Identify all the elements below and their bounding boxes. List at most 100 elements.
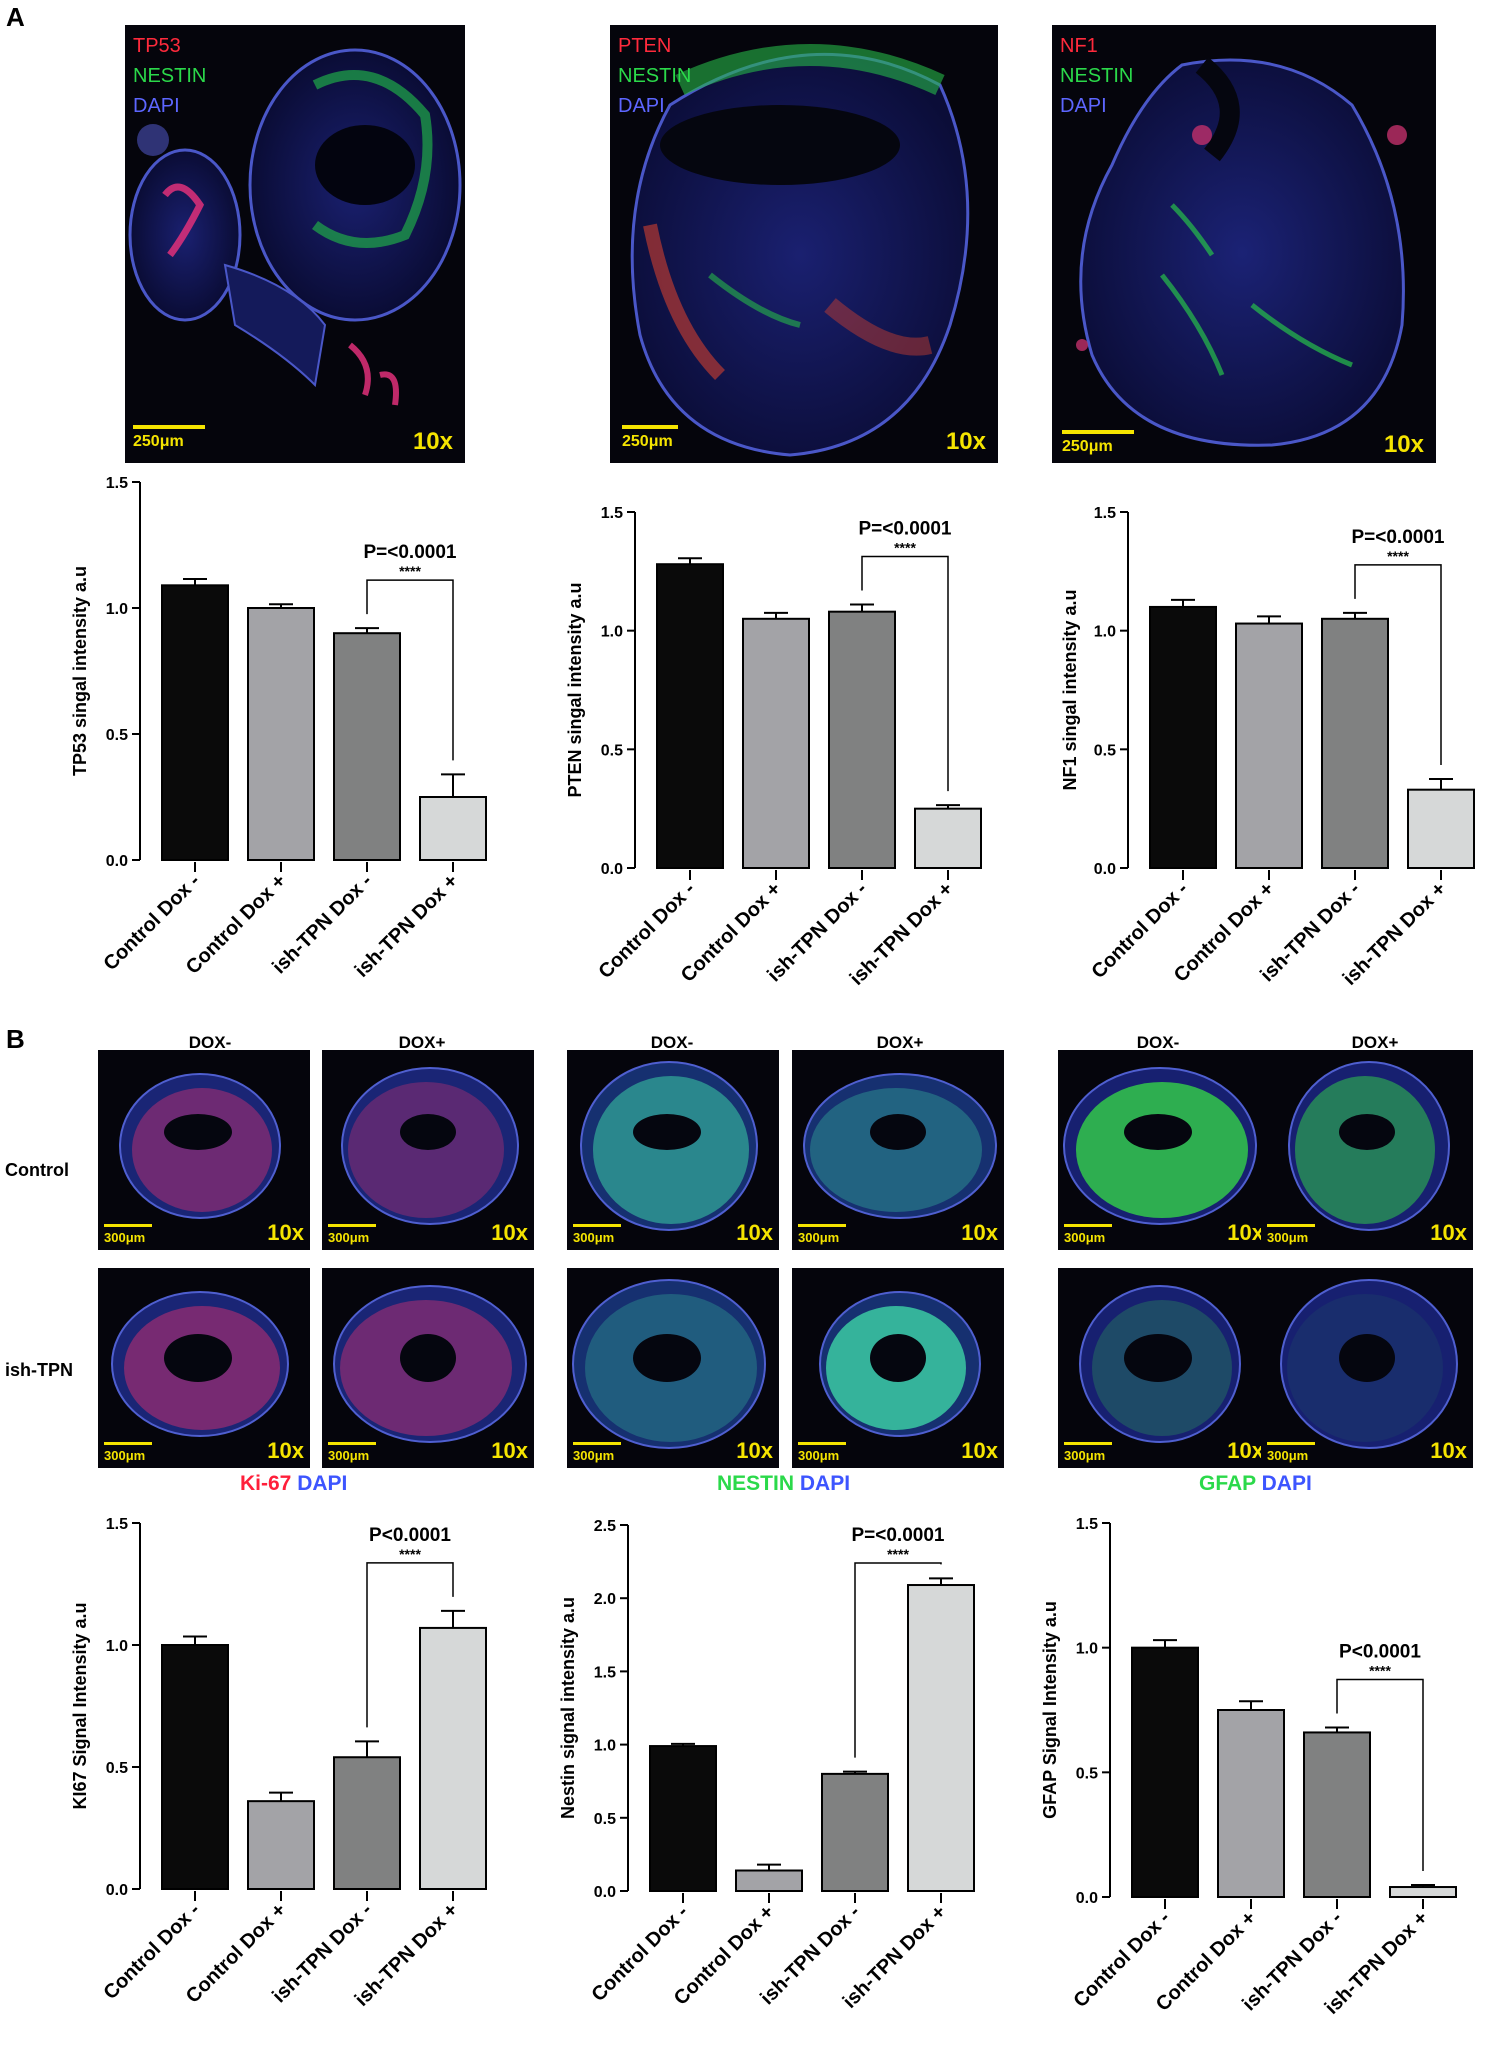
significance-stars: **** (894, 540, 916, 556)
y-tick-label: 1.0 (601, 624, 623, 641)
bar (1235, 622, 1303, 869)
channel-label-red: PTEN (618, 35, 672, 57)
significance-bracket (854, 1562, 942, 1758)
bar (1131, 1646, 1199, 1898)
y-tick-label: 2.5 (594, 1518, 616, 1535)
tissue-section (1079, 1285, 1241, 1443)
scale-bar-label: 250μm (1062, 438, 1113, 455)
scale-bar (104, 1224, 152, 1227)
micrograph: 300μm 10x (322, 1268, 534, 1468)
stain-legend-ki67: Ki-67 DAPI (240, 1472, 347, 1496)
bar (742, 617, 810, 869)
bar (656, 563, 724, 869)
scale-bar (104, 1442, 152, 1445)
magnification-label: 10x (412, 428, 453, 455)
scale-bar-label: 250μm (133, 433, 184, 450)
y-tick-label: 1.0 (1094, 624, 1116, 641)
significance-stars: **** (399, 563, 421, 579)
y-tick-label: 0.5 (106, 1760, 128, 1777)
micrograph-nf1: NF1 NESTIN DAPI 250μm 10x (1052, 25, 1436, 463)
bar (828, 610, 896, 869)
tissue-section (1288, 1061, 1450, 1231)
significance-bracket (366, 1562, 454, 1728)
significance-stars: **** (887, 1546, 909, 1562)
micrograph-tp53: TP53 NESTIN DAPI 250μm 10x (125, 25, 465, 463)
bar (1407, 788, 1475, 869)
magnification-label: 10x (961, 1220, 998, 1245)
bar (649, 1745, 717, 1892)
channel-label-red: NF1 (1060, 35, 1098, 57)
channel-label-blue: DAPI (618, 95, 665, 117)
tissue-section (572, 1279, 766, 1449)
magnification-label: 10x (267, 1220, 304, 1245)
scale-bar-label: 300μm (573, 1230, 615, 1245)
scale-bar (1267, 1224, 1315, 1227)
bar-chart-ki67: 0.0 0.5 1.0 1.5 KI67 Signal Intensity a.u Con… (60, 1505, 510, 2060)
bar (247, 1800, 315, 1890)
scale-bar (328, 1224, 376, 1227)
significance-bracket (861, 555, 949, 792)
y-tick-label: 0.5 (594, 1811, 616, 1828)
tissue-section (1076, 57, 1407, 447)
y-tick-label: 1.0 (106, 1638, 128, 1655)
bar (1389, 1886, 1457, 1899)
bar (333, 632, 401, 861)
magnification-label: 10x (1430, 1220, 1467, 1245)
scale-bar (798, 1224, 846, 1227)
panel-label-b: B (6, 1024, 25, 1054)
p-value-label: P=<0.0001 (859, 519, 952, 540)
y-axis-label: KI67 Signal Intensity a.u (70, 1602, 90, 1809)
bar (1149, 605, 1217, 870)
col-label-dox-minus: DOX- (188, 1033, 232, 1052)
tissue-section (803, 1073, 997, 1219)
y-tick-label: 0.5 (106, 727, 128, 744)
y-tick-label: 0.0 (106, 853, 128, 870)
magnification-label: 10x (1383, 431, 1424, 458)
micrograph: 300μm 10x (322, 1050, 534, 1250)
tissue-section (580, 1061, 758, 1231)
y-tick-label: 0.0 (594, 1884, 616, 1901)
y-tick-label: 0.0 (1094, 861, 1116, 878)
scale-bar-label: 250μm (622, 433, 673, 450)
col-label-dox-minus: DOX- (650, 1033, 694, 1052)
tissue-section (1280, 1279, 1458, 1449)
scale-bar (1267, 1442, 1315, 1445)
scale-bar (328, 1442, 376, 1445)
bar (1321, 617, 1389, 869)
scale-bar-label: 300μm (328, 1448, 370, 1463)
scale-bar (573, 1442, 621, 1445)
micrograph: 300μm 10x (567, 1268, 779, 1468)
stain-legend-gfap: GFAP DAPI (1199, 1472, 1312, 1496)
magnification-label: 10x (267, 1438, 304, 1463)
marker-label: GFAP (1199, 1472, 1256, 1495)
micrograph: 300μm 10x (567, 1050, 779, 1250)
y-tick-label: 1.5 (106, 475, 128, 492)
magnification-label: 10x (491, 1220, 528, 1245)
scale-bar-label: 300μm (798, 1230, 840, 1245)
tissue-section (1063, 1067, 1257, 1225)
tissue-section (119, 1073, 281, 1219)
dapi-label: DAPI (1261, 1472, 1312, 1495)
tissue-section (111, 1291, 289, 1437)
col-label-dox-plus: DOX+ (1351, 1033, 1399, 1052)
bar (333, 1756, 401, 1890)
y-tick-label: 1.0 (106, 601, 128, 618)
tissue-section (128, 48, 462, 406)
y-tick-label: 0.0 (106, 1882, 128, 1899)
magnification-label: 10x (961, 1438, 998, 1463)
tissue-section (819, 1291, 981, 1437)
magnification-label: 10x (1227, 1220, 1264, 1245)
scale-bar (1064, 1442, 1112, 1445)
p-value-label: P=<0.0001 (852, 1525, 945, 1546)
magnification-label: 10x (945, 428, 986, 455)
bar (914, 807, 982, 869)
scale-bar (133, 425, 205, 429)
significance-stars: **** (1387, 548, 1409, 564)
chart-svg: 0.0 0.5 1.0 1.5 2.0 2.5 Nestin signal intensit… (558, 1518, 975, 2013)
scale-bar-label: 300μm (798, 1448, 840, 1463)
significance-bracket (366, 579, 454, 761)
